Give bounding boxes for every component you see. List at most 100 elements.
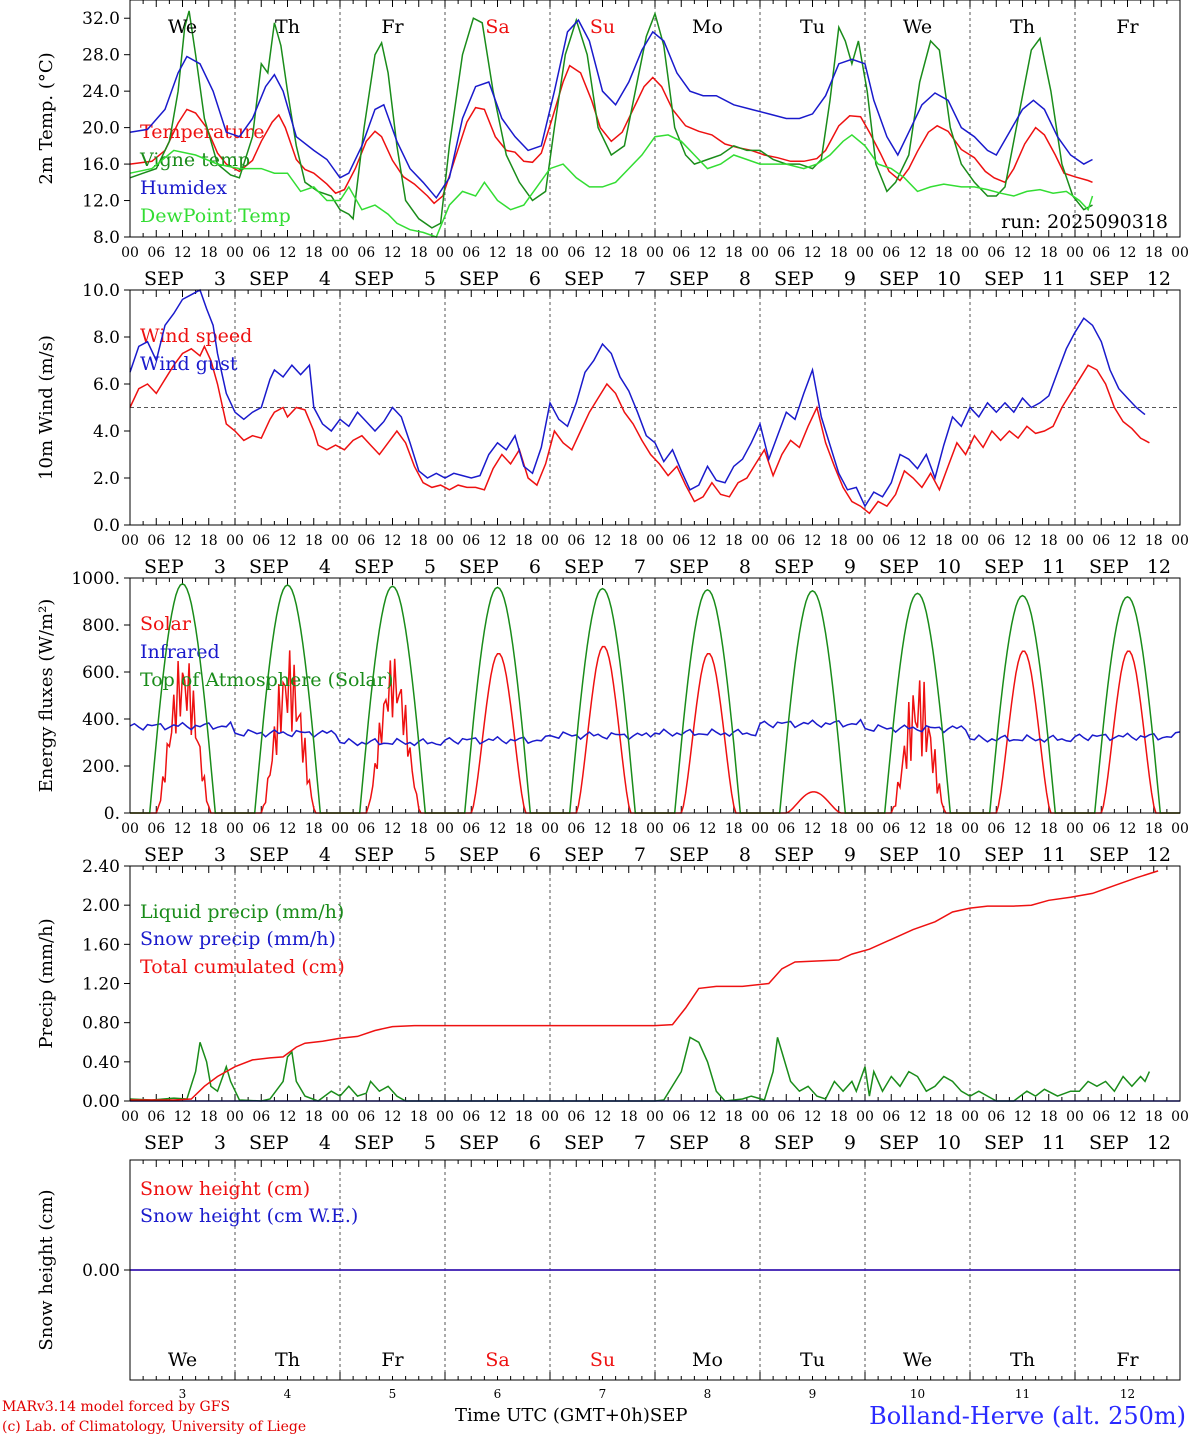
hour-tick-label: 00 [121,245,139,261]
hour-tick-label: 00 [961,821,979,837]
date-label-day: 12 [1147,556,1171,578]
date-label-month: SEP [879,1132,919,1154]
hour-tick-label: 18 [410,821,428,837]
hour-tick-label: 06 [777,245,795,261]
date-label-month: SEP [774,1132,814,1154]
hour-tick-label: 12 [1119,245,1137,261]
legend-entry: Liquid precip (mm/h) [140,901,344,923]
legend-entry: Infrared [140,641,220,663]
hour-tick-label: 18 [200,533,218,549]
legend-entry: Snow precip (mm/h) [140,928,336,950]
hour-tick-label: 06 [357,245,375,261]
weekday-label: Mo [692,1349,723,1371]
hour-tick-label: 06 [987,533,1005,549]
date-label-day: 10 [937,844,961,866]
hour-tick-label: 06 [1092,1109,1110,1125]
hour-tick-label: 18 [830,245,848,261]
hour-tick-label: 00 [751,245,769,261]
hour-tick-label: 12 [489,1109,507,1125]
plot-frame [129,289,1181,526]
y-tick-label: 0. [104,804,120,824]
hour-tick-label: 18 [515,245,533,261]
date-label-month: SEP [879,844,919,866]
y-tick-label: 20.0 [82,119,120,139]
hour-tick-label: 06 [462,821,480,837]
date-label-day: 3 [214,268,226,290]
day-number: 9 [809,1387,817,1401]
weekday-label: Sa [485,1349,509,1371]
plot-frame [129,865,1181,1102]
weekday-label: Th [1010,16,1035,38]
hour-tick-label: 18 [515,1109,533,1125]
weekday-label: Tu [800,1349,825,1371]
date-label-month: SEP [249,556,289,578]
day-number: 10 [910,1387,925,1401]
hour-tick-label: 12 [594,245,612,261]
panel-1: 8.0 12.0 16.0 20.0 24.0 28.0 32.0 2m Temp. (°C)… [36,0,1189,290]
hour-tick-label: 18 [305,245,323,261]
hour-tick-label: 00 [1066,533,1084,549]
hour-tick-label: 00 [751,821,769,837]
hour-tick-label: 06 [252,533,270,549]
hour-tick-label: 06 [147,245,165,261]
day-number: 3 [179,1387,187,1401]
y-axis-label: 2m Temp. (°C) [36,52,57,184]
hour-tick-label: 00 [436,1109,454,1125]
date-label-day: 12 [1147,844,1171,866]
date-label-day: 4 [319,556,331,578]
hour-tick-label: 00 [331,821,349,837]
date-label-day: 7 [634,556,646,578]
hour-tick-label: 12 [909,245,927,261]
date-label-day: 10 [937,556,961,578]
legend-entry: Snow height (cm) [140,1178,310,1200]
hour-tick-label: 00 [961,1109,979,1125]
y-tick-label: 28.0 [82,46,120,66]
hour-tick-label: 18 [725,245,743,261]
y-axis-label: Precip (mm/h) [36,918,57,1048]
legend-entry: Snow height (cm W.E.) [140,1205,358,1227]
y-tick-label: 0.00 [82,1092,120,1112]
y-tick-label: 0.80 [82,1014,120,1034]
hour-tick-label: 18 [200,821,218,837]
weekday-label: Fr [1116,1349,1139,1371]
hour-tick-label: 00 [856,1109,874,1125]
hour-tick-label: 00 [856,245,874,261]
y-tick-label: 0.00 [82,1261,120,1281]
hour-tick-label: 06 [777,533,795,549]
hour-tick-label: 06 [462,1109,480,1125]
hour-tick-label: 06 [672,821,690,837]
date-label-month: SEP [879,268,919,290]
hour-tick-label: 12 [489,821,507,837]
series-line [129,344,1150,515]
date-label-day: 8 [739,556,751,578]
hour-tick-label: 00 [1066,821,1084,837]
hour-tick-label: 18 [725,821,743,837]
date-label-day: 5 [424,1132,436,1154]
hour-tick-label: 18 [830,1109,848,1125]
hour-tick-label: 06 [357,1109,375,1125]
date-label-month: SEP [459,268,499,290]
date-label-day: 10 [937,268,961,290]
hour-tick-label: 00 [751,1109,769,1125]
hour-tick-label: 18 [1040,533,1058,549]
hour-tick-label: 12 [909,533,927,549]
hour-tick-label: 12 [594,1109,612,1125]
series-line [129,18,1093,200]
date-label-day: 12 [1147,1132,1171,1154]
date-label-day: 6 [529,1132,541,1154]
hour-tick-label: 18 [1040,1109,1058,1125]
hour-tick-label: 18 [515,821,533,837]
date-label-day: 9 [844,556,856,578]
day-number: 4 [284,1387,292,1401]
hour-tick-label: 18 [305,821,323,837]
hour-tick-label: 00 [541,1109,559,1125]
hour-tick-label: 18 [1145,533,1163,549]
legend-entry: Humidex [140,177,227,199]
date-label-month: SEP [564,556,604,578]
weekday-label: Fr [1116,16,1139,38]
time-axis-title-text: Time UTC (GMT+0h) [455,1405,650,1426]
hour-tick-label: 06 [567,821,585,837]
hour-tick-label: 00 [226,533,244,549]
legend-entry: Top of Atmosphere (Solar) [140,669,393,691]
